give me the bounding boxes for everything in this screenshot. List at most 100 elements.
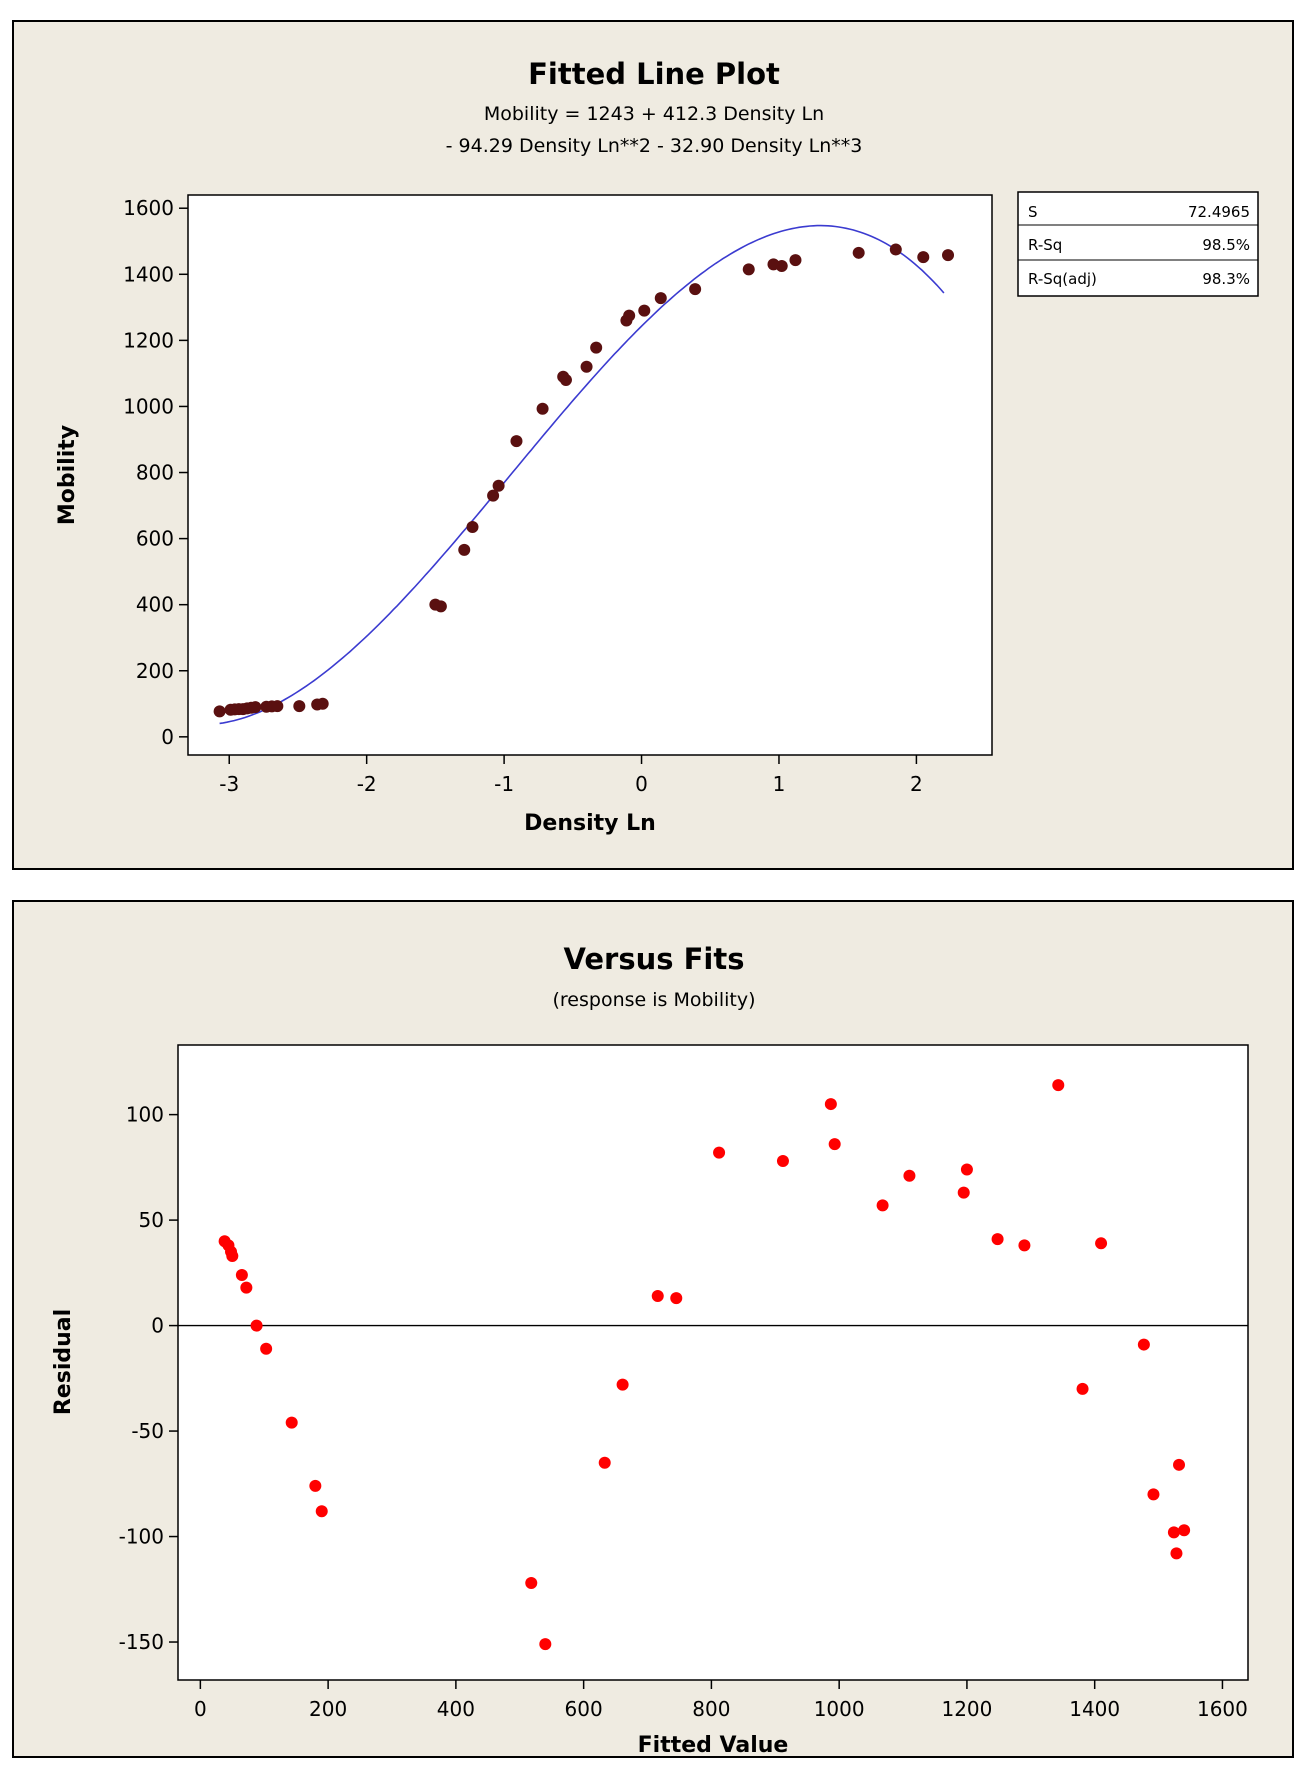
x-tick-label: 1 — [773, 772, 786, 796]
fitted-line-plot-panel: Fitted Line Plot Mobility = 1243 + 412.3… — [12, 20, 1294, 870]
legend-s-label: S — [1028, 203, 1038, 221]
x-tick-label: 200 — [309, 1697, 347, 1721]
data-point — [434, 600, 447, 613]
legend-s-value: 72.4965 — [1188, 203, 1250, 221]
data-point — [775, 260, 788, 273]
data-point — [824, 1098, 837, 1111]
y-axis-label: Residual — [51, 1309, 76, 1415]
y-tick-label: 600 — [136, 527, 174, 551]
data-point — [1178, 1524, 1191, 1537]
y-tick-label: 0 — [151, 1314, 164, 1338]
data-point — [1095, 1237, 1108, 1250]
data-point — [1052, 1079, 1065, 1092]
x-tick-label: 400 — [437, 1697, 475, 1721]
data-point — [1167, 1526, 1180, 1539]
versus-fits-svg: Versus Fits (response is Mobility) 0 200 4… — [51, 942, 1249, 1758]
chart-title: Versus Fits — [564, 942, 745, 976]
y-tick-label: 400 — [136, 593, 174, 617]
x-tick-label: 1200 — [941, 1697, 992, 1721]
y-tick-label: -50 — [131, 1419, 164, 1443]
data-point — [651, 1290, 664, 1303]
x-tick-label: -1 — [494, 772, 514, 796]
fit-statistics-legend: S 72.4965 R-Sq 98.5% R-Sq(adj) 98.3% — [1017, 191, 1259, 297]
x-axis-label: Density Ln — [524, 811, 656, 836]
x-tick-label: 1400 — [1069, 1697, 1120, 1721]
data-point — [991, 1233, 1004, 1246]
data-point — [742, 263, 755, 276]
data-point — [285, 1416, 298, 1429]
x-tick-label: 1000 — [814, 1697, 865, 1721]
plot-area — [177, 1044, 1249, 1681]
data-point — [580, 360, 593, 373]
data-point — [510, 435, 523, 448]
plot-area — [187, 194, 993, 756]
y-tick-label: 1600 — [123, 196, 174, 220]
x-tick-label: 600 — [565, 1697, 603, 1721]
y-tick-label: -100 — [119, 1525, 164, 1549]
fitted-regression-line — [219, 224, 945, 725]
data-point — [876, 1199, 889, 1212]
data-point — [213, 705, 226, 718]
y-axis-label: Mobility — [55, 425, 80, 525]
data-point — [315, 1505, 328, 1518]
y-tick-label: 100 — [126, 1103, 164, 1127]
legend-frame — [1017, 191, 1259, 297]
y-tick-label: 1200 — [123, 328, 174, 352]
data-point — [1018, 1239, 1031, 1252]
data-point — [539, 1638, 552, 1651]
data-point — [590, 341, 603, 354]
x-tick-label: 1600 — [1197, 1697, 1248, 1721]
data-point — [598, 1456, 611, 1469]
data-point — [616, 1378, 629, 1391]
legend-rsq-adj-label: R-Sq(adj) — [1028, 270, 1097, 288]
data-point — [654, 292, 667, 305]
y-tick-label: 0 — [161, 725, 174, 749]
x-axis-label: Fitted Value — [638, 1733, 789, 1758]
data-point — [917, 251, 930, 264]
x-tick-label: 2 — [910, 772, 923, 796]
data-point — [235, 1268, 248, 1281]
data-point — [776, 1155, 789, 1168]
chart-title: Fitted Line Plot — [528, 57, 780, 91]
data-point — [828, 1138, 841, 1151]
legend-rsq-value: 98.5% — [1202, 236, 1250, 254]
data-point — [713, 1146, 726, 1159]
data-point — [960, 1163, 973, 1176]
data-point — [293, 700, 306, 713]
x-tick-label: 800 — [692, 1697, 730, 1721]
data-point — [271, 700, 284, 713]
fitted-line-plot-svg: Fitted Line Plot Mobility = 1243 + 412.3… — [55, 57, 1259, 836]
data-point — [1173, 1458, 1186, 1471]
data-point — [536, 402, 549, 415]
data-point — [789, 254, 802, 267]
data-point — [309, 1479, 322, 1492]
legend-rsq-label: R-Sq — [1028, 236, 1062, 254]
versus-fits-panel: Versus Fits (response is Mobility) 0 200 4… — [12, 900, 1294, 1758]
data-point — [487, 489, 500, 502]
data-point — [240, 1281, 253, 1294]
data-point — [458, 543, 471, 556]
data-point — [638, 304, 651, 317]
data-point — [250, 1319, 263, 1332]
data-point — [957, 1186, 970, 1199]
data-point — [525, 1576, 538, 1589]
chart-subtitle: (response is Mobility) — [553, 989, 756, 1011]
data-point — [623, 309, 636, 322]
data-point — [670, 1292, 683, 1305]
regression-equation-line-2: - 94.29 Density Ln**2 - 32.90 Density Ln… — [446, 135, 863, 157]
x-tick-label: -3 — [219, 772, 239, 796]
data-point — [559, 374, 572, 387]
data-point — [1076, 1382, 1089, 1395]
data-point — [1137, 1338, 1150, 1351]
regression-equation-line-1: Mobility = 1243 + 412.3 Density Ln — [484, 103, 824, 125]
y-tick-label: 800 — [136, 461, 174, 485]
y-tick-label: -150 — [119, 1630, 164, 1654]
data-point — [260, 1342, 273, 1355]
x-tick-label: 0 — [635, 772, 648, 796]
data-point — [1147, 1488, 1160, 1501]
data-point — [903, 1169, 916, 1182]
y-tick-label: 200 — [136, 659, 174, 683]
data-point — [1170, 1547, 1183, 1560]
x-tick-label: 0 — [194, 1697, 207, 1721]
y-tick-label: 50 — [139, 1208, 164, 1232]
